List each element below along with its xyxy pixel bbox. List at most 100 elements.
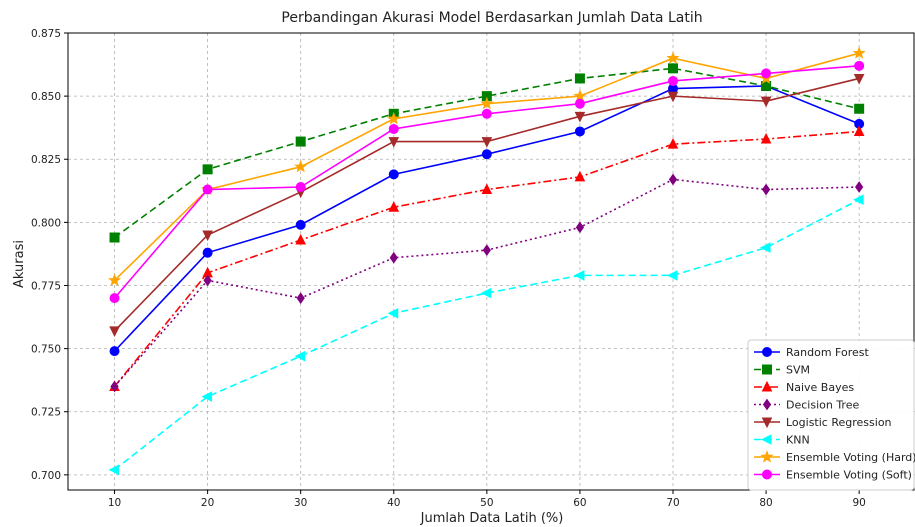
- legend-item: Random Forest: [754, 346, 869, 359]
- data-point: [295, 182, 306, 193]
- data-point: [202, 247, 213, 258]
- data-point: [109, 293, 120, 304]
- data-point: [574, 73, 585, 84]
- data-point: [667, 91, 679, 103]
- data-point: [667, 137, 679, 149]
- data-point: [668, 63, 678, 74]
- data-point: [481, 183, 493, 195]
- y-tick-label: 0.725: [31, 407, 61, 419]
- data-point: [480, 96, 494, 110]
- data-point: [202, 184, 213, 195]
- legend-label: SVM: [786, 364, 810, 377]
- legend-marker: [762, 347, 772, 357]
- data-point: [295, 219, 306, 230]
- data-point: [761, 81, 772, 92]
- legend-label: Ensemble Voting (Soft): [786, 469, 912, 482]
- y-tick-label: 0.700: [31, 470, 61, 482]
- x-tick-label: 60: [573, 497, 586, 509]
- legend-label: KNN: [786, 434, 810, 447]
- data-point: [480, 287, 492, 299]
- legend-item: Ensemble Voting (Hard): [754, 450, 915, 464]
- legend-item: Logistic Regression: [754, 416, 892, 429]
- data-point: [388, 123, 399, 134]
- y-tick-label: 0.800: [31, 217, 61, 229]
- data-point: [109, 346, 120, 357]
- data-point: [853, 73, 865, 85]
- series-line: [114, 67, 860, 239]
- data-point: [666, 51, 680, 64]
- legend-marker: [760, 450, 774, 463]
- x-tick-label: 70: [666, 497, 679, 509]
- legend-marker: [762, 398, 772, 411]
- series-4: [109, 73, 865, 338]
- x-tick-label: 40: [387, 497, 400, 509]
- legend-marker: [760, 434, 772, 445]
- data-point: [110, 380, 119, 393]
- y-tick-label: 0.775: [31, 280, 61, 292]
- x-axis-label: Jumlah Data Latih (%): [420, 511, 564, 526]
- data-point: [387, 111, 401, 125]
- data-point: [574, 111, 586, 123]
- data-point: [109, 326, 120, 338]
- data-point: [853, 194, 864, 205]
- data-point: [855, 181, 864, 193]
- data-point: [202, 230, 213, 242]
- legend-label: Ensemble Voting (Hard): [786, 451, 915, 464]
- series-0: [109, 81, 865, 357]
- series-layer: [107, 46, 866, 476]
- data-point: [761, 183, 771, 196]
- x-tick-label: 50: [480, 497, 493, 509]
- data-point: [109, 232, 120, 243]
- y-tick-label: 0.875: [31, 28, 61, 40]
- legend-marker: [761, 380, 773, 392]
- data-point: [853, 125, 865, 136]
- data-point: [761, 68, 772, 79]
- data-point: [482, 244, 491, 257]
- legend-marker: [762, 469, 772, 480]
- series-5: [108, 194, 864, 476]
- data-point: [295, 233, 307, 245]
- legend-label: Naive Bayes: [786, 381, 854, 394]
- legend-item: Ensemble Voting (Soft): [754, 469, 912, 482]
- data-point: [575, 221, 585, 234]
- data-point: [294, 350, 306, 362]
- plot-frame: [67, 32, 915, 491]
- legend: Random Forest SVM Naive Bayes Decision Tree…: [747, 339, 915, 491]
- data-point: [574, 98, 585, 109]
- data-point: [294, 159, 308, 173]
- series-7: [109, 60, 865, 304]
- data-point: [854, 103, 865, 114]
- legend-label: Decision Tree: [786, 399, 859, 412]
- x-tick-label: 90: [852, 497, 865, 509]
- data-point: [481, 149, 492, 160]
- series-2: [109, 125, 865, 391]
- data-point: [202, 164, 213, 175]
- data-point: [388, 169, 399, 180]
- data-point: [668, 75, 678, 86]
- series-line: [113, 178, 860, 388]
- chart-title: Perbandingan Akurasi Model Berdasarkan J…: [281, 10, 702, 26]
- data-point: [852, 46, 866, 59]
- legend-marker: [761, 417, 773, 429]
- data-point: [295, 136, 306, 147]
- data-point: [759, 242, 771, 253]
- data-point: [201, 391, 213, 402]
- data-point: [388, 201, 400, 212]
- data-point: [573, 89, 587, 102]
- y-tick-label: 0.850: [31, 91, 61, 103]
- x-tick-label: 80: [759, 497, 772, 509]
- data-point: [481, 137, 493, 148]
- data-point: [666, 270, 678, 281]
- x-tick-label: 30: [294, 497, 307, 509]
- x-tick-label: 20: [201, 497, 214, 509]
- legend-item: KNN: [754, 434, 810, 447]
- data-point: [668, 173, 678, 186]
- data-point: [760, 132, 772, 144]
- data-point: [760, 96, 772, 108]
- y-axis: 0.700 0.725 0.750 0.775 0.800 0.825 0.850 0.875: [31, 28, 68, 482]
- y-tick-label: 0.750: [31, 344, 61, 356]
- series-3: [110, 173, 864, 393]
- legend-box: [747, 339, 915, 491]
- data-point: [388, 137, 400, 148]
